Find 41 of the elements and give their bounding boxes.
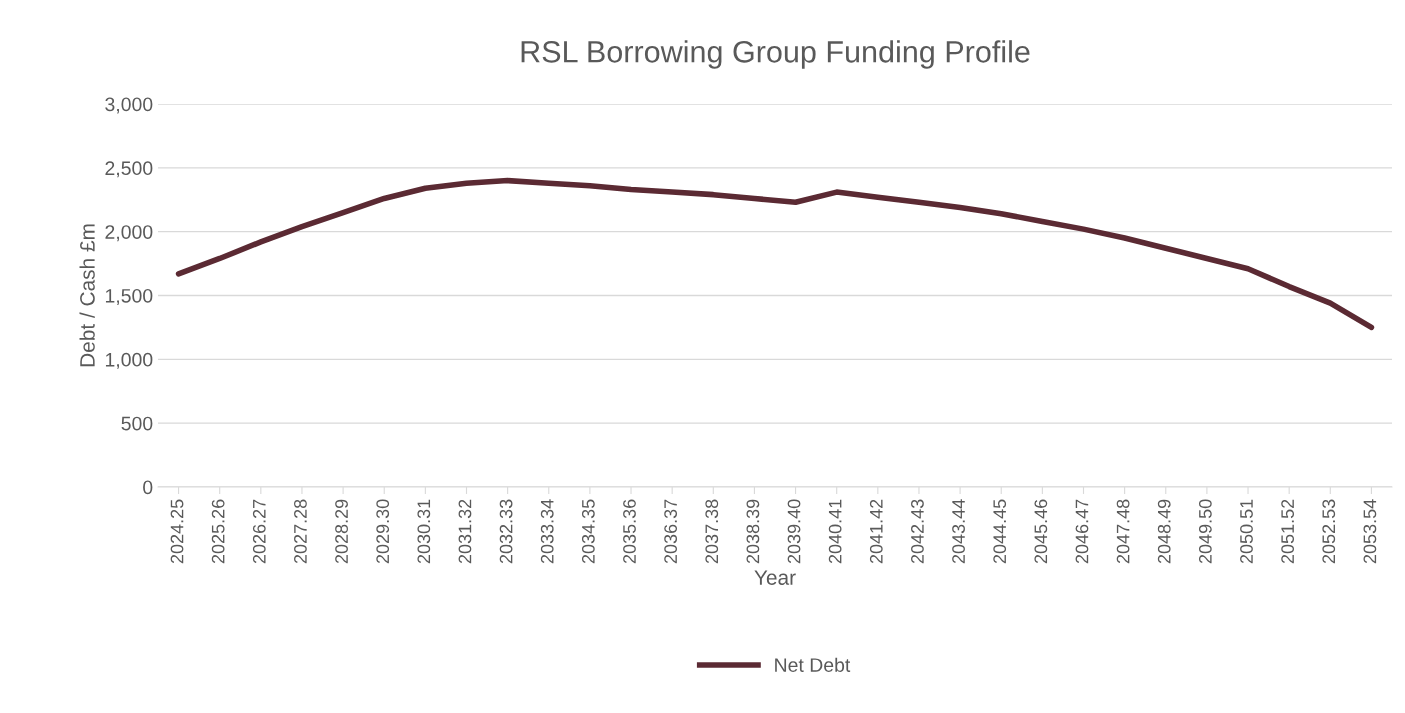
y-tick-label: 1,000 xyxy=(105,352,153,369)
y-tick-label: 3,000 xyxy=(105,97,153,114)
x-tick-label: 2045.46 xyxy=(1034,499,1048,564)
x-tick-label: 2035.36 xyxy=(623,499,636,564)
y-tick-label: 2,500 xyxy=(105,161,153,178)
legend-label: Net Debt xyxy=(775,657,851,672)
x-tick-label: 2046.47 xyxy=(1075,499,1089,564)
x-tick-label: 2033.34 xyxy=(540,499,554,564)
x-tick-label: 2038.39 xyxy=(746,499,760,564)
y-tick-label: 0 xyxy=(143,480,153,495)
x-tick-label: 2025.26 xyxy=(211,499,225,564)
x-tick-label: 2024.25 xyxy=(170,499,184,564)
x-tick-label: 2042.43 xyxy=(911,499,924,564)
x-tick-label: 2029.30 xyxy=(376,499,390,564)
y-axis-title: Debt / Cash £m xyxy=(79,224,95,367)
x-tick-label: 2036.37 xyxy=(664,499,678,564)
x-tick-label: 2030.31 xyxy=(417,499,431,564)
x-tick-label: 2031.32 xyxy=(458,499,472,564)
x-tick-label: 2039.40 xyxy=(787,499,801,564)
x-tick-label: 2044.45 xyxy=(993,499,1007,564)
x-tick-label: 2048.49 xyxy=(1157,499,1171,564)
x-tick-label: 2027.28 xyxy=(294,499,307,564)
x-tick-label: 2052.53 xyxy=(1322,499,1336,564)
x-tick-label: 2050.51 xyxy=(1240,499,1253,564)
x-tick-label: 2026.27 xyxy=(252,499,266,564)
x-axis-title: Year xyxy=(754,570,796,585)
x-tick-label: 2037.38 xyxy=(705,499,719,564)
chart-title: RSL Borrowing Group Funding Profile xyxy=(521,40,1030,69)
x-tick-label: 2051.52 xyxy=(1281,499,1295,564)
x-tick-label: 2034.35 xyxy=(581,499,595,564)
x-tick-label: 2049.50 xyxy=(1198,499,1212,564)
x-tick-label: 2028.29 xyxy=(335,499,348,564)
x-tick-label: 2043.44 xyxy=(952,499,965,564)
y-tick-label: 500 xyxy=(121,416,153,431)
x-tick-label: 2032.33 xyxy=(499,499,513,564)
x-tick-label: 2053.54 xyxy=(1363,499,1377,564)
x-tick-label: 2041.42 xyxy=(869,499,883,564)
x-tick-label: 2040.41 xyxy=(828,499,842,564)
y-tick-label: 1,500 xyxy=(105,288,153,306)
x-tick-label: 2047.48 xyxy=(1116,499,1130,564)
y-tick-label: 2,000 xyxy=(105,225,153,242)
